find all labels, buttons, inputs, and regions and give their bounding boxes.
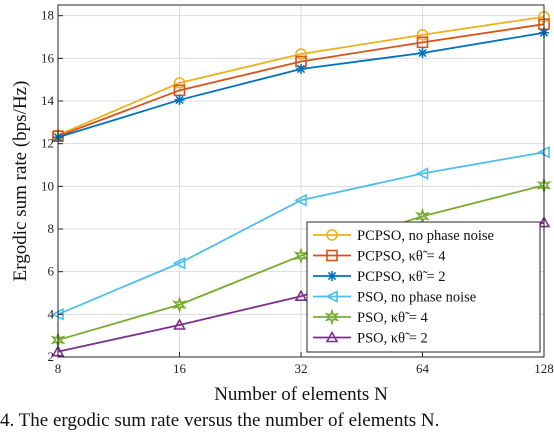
legend-swatch-marker	[325, 330, 339, 343]
legend-entry: PCPSO, no phase noise	[313, 228, 494, 244]
legend-swatch-marker	[327, 271, 337, 281]
data-point	[416, 29, 429, 41]
y-tick-label: 16	[41, 50, 55, 65]
legend: PCPSO, no phase noise PCPSO, κθ̃ = 4 PCPSO…	[306, 221, 541, 353]
legend-label: PCPSO, no phase noise	[357, 228, 494, 244]
data-point	[173, 318, 186, 330]
y-tick-label: 2	[48, 349, 55, 364]
legend-swatch-marker	[326, 249, 338, 262]
legend-entry: PSO, κθ̃ = 4	[313, 308, 429, 326]
legend-swatch-marker	[325, 290, 338, 303]
y-tick-label: 10	[41, 178, 54, 193]
legend-entry: PSO, no phase noise	[313, 290, 476, 306]
data-point	[296, 64, 306, 74]
legend-label: PSO, κθ̃ = 2	[357, 331, 428, 347]
data-point	[173, 77, 186, 89]
data-point	[172, 256, 186, 270]
legend-label: PCPSO, κθ̃ = 2	[357, 269, 446, 285]
series-line	[57, 184, 545, 341]
data-point	[172, 296, 187, 314]
data-point	[416, 36, 429, 49]
legend-entry: PCPSO, κθ̃ = 2	[313, 269, 446, 285]
figure-caption: 4. The ergodic sum rate versus the numbe…	[0, 410, 440, 431]
y-tick-label: 18	[41, 8, 54, 23]
x-tick-label: 64	[416, 361, 430, 376]
legend-swatch-marker	[324, 308, 340, 326]
legend-label: PSO, κθ̃ = 4	[357, 310, 429, 326]
y-tick-label: 8	[48, 221, 55, 236]
legend-label: PCPSO, κθ̃ = 4	[357, 249, 446, 265]
tick-layer: 2 4 6 8 10 12 14 16 18 8 16 32 64 128	[41, 8, 554, 376]
legend-swatch-marker	[326, 229, 338, 241]
y-tick-label: 12	[41, 136, 54, 151]
chart-plot: 2 4 6 8 10 12 14 16 18 8 16 32 64 128 Number of eleme…	[10, 4, 554, 405]
legend-entry: PSO, κθ̃ = 2	[313, 331, 428, 347]
data-point	[295, 48, 307, 60]
series-line	[57, 15, 545, 136]
y-tick-label: 4	[48, 306, 55, 321]
data-point	[174, 94, 185, 105]
legend-label: PSO, no phase noise	[357, 290, 476, 306]
data-point	[417, 48, 428, 58]
data-point	[293, 247, 309, 265]
data-point	[294, 289, 308, 302]
y-axis-title: Ergodic sum rate (bps/Hz)	[10, 81, 31, 282]
data-point	[294, 193, 307, 207]
x-tick-label: 32	[295, 361, 308, 376]
x-tick-label: 16	[173, 361, 187, 376]
x-axis-title: Number of elements N	[214, 384, 388, 405]
series-line	[57, 151, 545, 316]
legend-box	[306, 221, 541, 353]
y-tick-label: 6	[48, 264, 55, 279]
data-point	[415, 167, 429, 180]
x-tick-label: 128	[534, 361, 554, 376]
series-line	[57, 23, 545, 138]
legend-entry: PCPSO, κθ̃ = 4	[313, 249, 446, 265]
y-tick-label: 14	[41, 93, 55, 108]
x-tick-label: 8	[55, 361, 62, 376]
